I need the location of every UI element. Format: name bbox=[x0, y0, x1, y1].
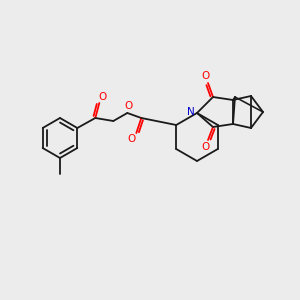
Text: O: O bbox=[124, 101, 132, 111]
Text: O: O bbox=[98, 92, 106, 102]
Text: N: N bbox=[187, 107, 195, 117]
Text: O: O bbox=[201, 71, 209, 81]
Text: O: O bbox=[127, 134, 135, 144]
Text: O: O bbox=[201, 142, 209, 152]
